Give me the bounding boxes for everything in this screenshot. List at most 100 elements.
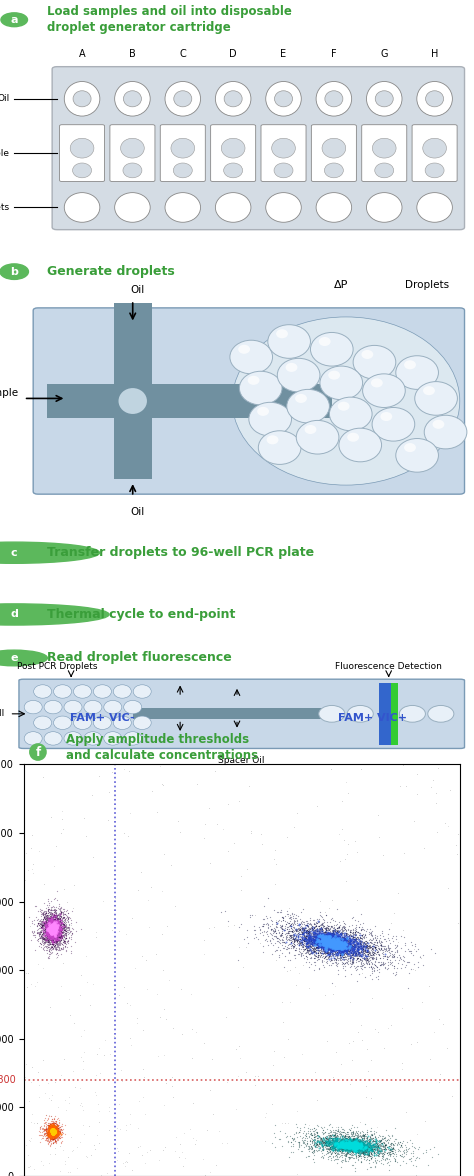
Point bbox=[367, 1138, 374, 1157]
Point bbox=[50, 913, 58, 931]
Point bbox=[59, 906, 67, 924]
Point bbox=[53, 1122, 60, 1141]
Point bbox=[328, 930, 336, 949]
Point bbox=[50, 1120, 58, 1138]
Point bbox=[402, 1154, 410, 1172]
Point bbox=[346, 937, 354, 956]
Point bbox=[48, 906, 56, 924]
Point bbox=[330, 926, 338, 944]
Point bbox=[351, 1137, 358, 1156]
Circle shape bbox=[0, 650, 47, 666]
Point bbox=[365, 924, 373, 943]
Point bbox=[271, 942, 279, 961]
Point bbox=[350, 1137, 357, 1156]
Point bbox=[335, 934, 343, 953]
Point bbox=[46, 1122, 54, 1141]
Point bbox=[320, 930, 328, 949]
Point bbox=[48, 926, 55, 944]
Point bbox=[321, 931, 329, 950]
Point bbox=[319, 931, 326, 950]
Point bbox=[350, 1136, 358, 1155]
Point bbox=[345, 934, 353, 953]
Point bbox=[51, 927, 58, 946]
Point bbox=[301, 1115, 309, 1134]
Point bbox=[351, 1138, 358, 1157]
Point bbox=[321, 934, 329, 953]
Point bbox=[309, 1130, 316, 1149]
Point bbox=[315, 936, 322, 955]
Point bbox=[305, 953, 312, 971]
Point bbox=[359, 951, 366, 970]
Point bbox=[334, 1150, 342, 1169]
Point bbox=[331, 940, 339, 958]
Point bbox=[53, 931, 61, 950]
Point bbox=[55, 918, 63, 937]
Point bbox=[377, 938, 385, 957]
Point bbox=[50, 1121, 57, 1140]
Point bbox=[310, 924, 318, 943]
Point bbox=[346, 1135, 353, 1154]
Point bbox=[43, 1123, 50, 1142]
Point bbox=[45, 921, 52, 940]
Point bbox=[300, 923, 308, 942]
Point bbox=[379, 1137, 387, 1156]
Point bbox=[348, 1130, 356, 1149]
Ellipse shape bbox=[70, 139, 94, 158]
Point bbox=[49, 1134, 56, 1152]
Point bbox=[256, 924, 264, 943]
Ellipse shape bbox=[247, 376, 259, 385]
Point bbox=[349, 942, 356, 961]
Point bbox=[336, 941, 344, 960]
Point bbox=[49, 921, 56, 940]
Point bbox=[43, 910, 50, 929]
Point bbox=[333, 1132, 341, 1151]
Point bbox=[48, 1120, 55, 1138]
Point bbox=[352, 936, 359, 955]
Point bbox=[310, 1128, 318, 1147]
Point bbox=[49, 920, 57, 938]
Point bbox=[344, 1140, 352, 1158]
Point bbox=[352, 1136, 360, 1155]
Point bbox=[315, 1125, 322, 1144]
Point bbox=[334, 1141, 341, 1160]
Point bbox=[383, 1154, 391, 1172]
Point bbox=[48, 923, 56, 942]
Point bbox=[347, 1138, 355, 1157]
Point bbox=[328, 931, 335, 950]
Point bbox=[344, 1131, 351, 1150]
Point bbox=[331, 933, 339, 951]
Point bbox=[49, 1123, 57, 1142]
Point bbox=[333, 928, 340, 947]
Point bbox=[336, 1136, 344, 1155]
Point bbox=[46, 903, 53, 922]
Bar bbox=[379, 682, 391, 746]
Point bbox=[54, 937, 61, 956]
Point bbox=[370, 1140, 378, 1158]
Point bbox=[328, 937, 336, 956]
Point bbox=[47, 927, 55, 946]
Point bbox=[52, 914, 59, 933]
Point bbox=[333, 938, 340, 957]
Point bbox=[319, 931, 326, 950]
Ellipse shape bbox=[425, 163, 444, 178]
Point bbox=[360, 934, 367, 953]
Point bbox=[357, 958, 365, 977]
Point bbox=[333, 1127, 340, 1145]
Point bbox=[328, 1143, 336, 1162]
Point bbox=[357, 1143, 365, 1162]
Point bbox=[333, 940, 341, 958]
Point bbox=[55, 928, 62, 947]
Point bbox=[350, 1137, 357, 1156]
Point bbox=[48, 917, 55, 936]
Point bbox=[338, 927, 346, 946]
Point bbox=[346, 1137, 354, 1156]
Point bbox=[300, 900, 307, 918]
Point bbox=[332, 938, 339, 957]
Point bbox=[53, 943, 61, 962]
Point bbox=[46, 927, 53, 946]
Point bbox=[284, 1131, 292, 1150]
Point bbox=[47, 1125, 55, 1144]
Point bbox=[49, 915, 56, 934]
Point bbox=[54, 914, 61, 933]
Point bbox=[329, 937, 337, 956]
